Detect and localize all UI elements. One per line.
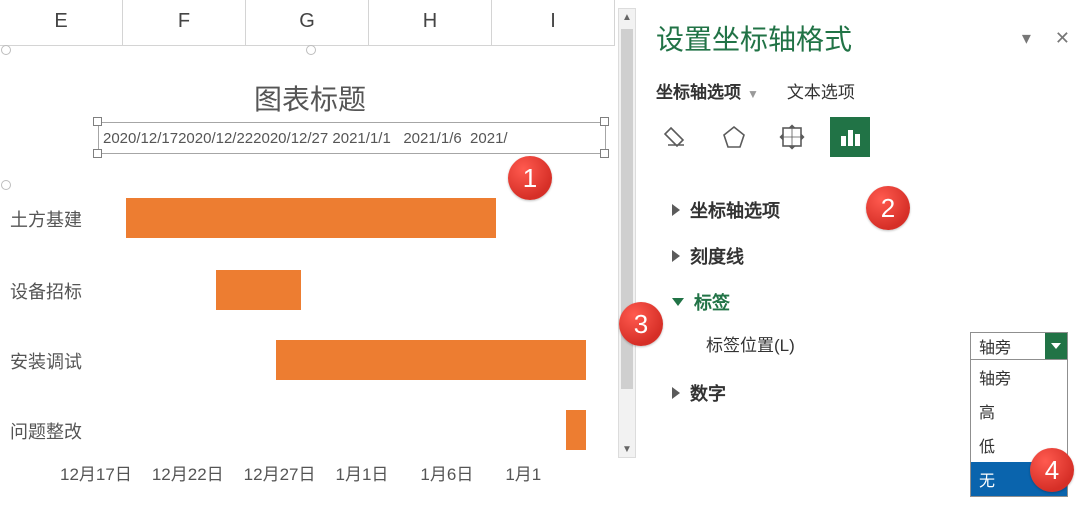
chart-handle[interactable] (1, 45, 11, 55)
effects-icon[interactable] (714, 117, 754, 157)
selection-handle[interactable] (600, 117, 609, 126)
dropdown-item[interactable]: 轴旁 (971, 360, 1067, 394)
date-axis-tick: 2020/12/17 (103, 130, 178, 147)
expand-icon (672, 204, 680, 216)
col-header[interactable]: E (0, 0, 123, 46)
scroll-up-icon[interactable]: ▲ (619, 9, 635, 25)
selection-handle[interactable] (600, 149, 609, 158)
gantt-bar[interactable] (216, 270, 301, 310)
expand-icon (672, 250, 680, 262)
gantt-bar[interactable] (276, 340, 586, 380)
col-header[interactable]: H (369, 0, 492, 46)
gantt-bar[interactable] (126, 198, 496, 238)
gantt-row-label: 安装调试 (10, 348, 82, 374)
gantt-row-label: 设备招标 (10, 278, 82, 304)
dropdown-selected-text: 轴旁 (979, 334, 1011, 358)
date-axis-tick (462, 130, 470, 147)
label-position-label: 标签位置(L) (706, 336, 795, 355)
callout-badge-1: 1 (508, 156, 552, 200)
x-tick: 12月17日 (60, 460, 132, 490)
callout-badge-4: 4 (1030, 448, 1074, 492)
gantt-row: 设备招标 (6, 256, 612, 324)
date-axis-tick: 2021/ (470, 130, 508, 147)
chevron-down-icon (1051, 343, 1061, 349)
x-tick: 1月1 (505, 460, 541, 490)
x-axis: 12月17日 12月22日 12月27日 1月1日 1月6日 1月1 (60, 460, 620, 490)
gantt-bar[interactable] (566, 410, 586, 450)
date-axis-tick: 2020/12/27 (253, 130, 328, 147)
col-header[interactable]: I (492, 0, 615, 46)
date-axis-tick: 2020/12/22 (178, 130, 253, 147)
callout-badge-2: 2 (866, 186, 910, 230)
x-tick: 12月22日 (152, 460, 224, 490)
date-axis-tick: 2021/1/1 (332, 130, 390, 147)
selection-handle[interactable] (93, 149, 102, 158)
gantt-chart: 土方基建 设备招标 安装调试 问题整改 (6, 168, 612, 458)
col-header[interactable]: F (123, 0, 246, 46)
close-icon[interactable]: ✕ (1055, 28, 1070, 49)
panel-menu-icon[interactable]: ▾ (1022, 28, 1031, 49)
x-tick: 1月6日 (420, 460, 473, 490)
date-axis-tick: 2021/1/6 (403, 130, 461, 147)
expand-icon (672, 387, 680, 399)
labels-section[interactable]: 标签 (668, 279, 1072, 325)
x-tick: 12月27日 (244, 460, 316, 490)
dropdown-item[interactable]: 高 (971, 394, 1067, 428)
tab-text-options[interactable]: 文本选项 (787, 78, 855, 103)
callout-badge-3: 3 (619, 302, 663, 346)
chart-icon[interactable] (830, 117, 870, 157)
col-header[interactable]: G (246, 0, 369, 46)
ticks-section[interactable]: 刻度线 (668, 233, 1072, 279)
collapse-icon (672, 298, 684, 306)
gantt-row-label: 问题整改 (10, 418, 82, 444)
format-axis-panel: 设置坐标轴格式 ▾ ✕ 坐标轴选项▼ 文本选项 坐标轴选项 刻度线 (648, 0, 1080, 505)
vertical-scrollbar[interactable]: ▲ ▼ (618, 8, 636, 458)
size-icon[interactable] (772, 117, 812, 157)
scroll-down-icon[interactable]: ▼ (619, 441, 635, 457)
panel-icon-row (648, 117, 1080, 157)
spreadsheet-area: E F G H I 图表标题 2020/12/17 2020/12/22 202… (0, 0, 625, 505)
chart-handle[interactable] (306, 45, 316, 55)
column-headers: E F G H I (0, 0, 615, 46)
panel-tabs: 坐标轴选项▼ 文本选项 (648, 72, 1080, 117)
dropdown-selected[interactable]: 轴旁 (970, 332, 1068, 360)
gantt-row: 问题整改 (6, 396, 612, 464)
gantt-row-label: 土方基建 (10, 206, 82, 232)
x-tick: 1月1日 (335, 460, 388, 490)
panel-title: 设置坐标轴格式 (648, 0, 1080, 72)
date-axis[interactable]: 2020/12/17 2020/12/22 2020/12/27 2021/1/… (98, 122, 606, 154)
gantt-row: 安装调试 (6, 326, 612, 394)
tab-axis-options[interactable]: 坐标轴选项▼ (656, 78, 759, 103)
selection-handle[interactable] (93, 117, 102, 126)
fill-icon[interactable] (656, 117, 696, 157)
dropdown-button[interactable] (1045, 333, 1067, 359)
date-axis-tick (391, 130, 404, 147)
